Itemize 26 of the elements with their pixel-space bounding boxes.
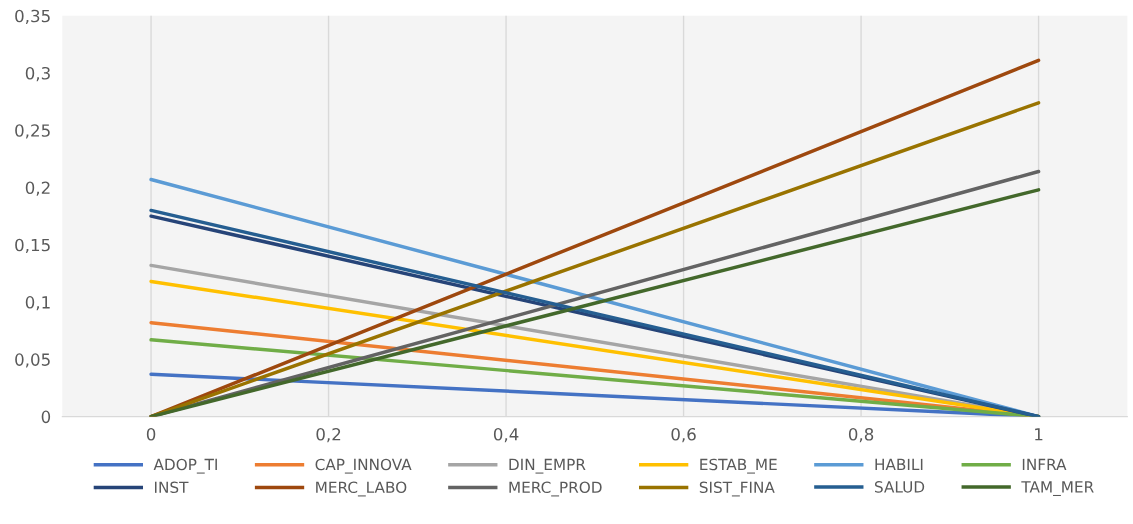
y-tick-label: 0,35 [15,9,50,24]
legend-label: TAM_MER [1021,481,1094,497]
legend-label: SALUD [874,481,925,493]
legend-label: ADOP_TI [153,458,217,474]
y-tick-label: 0 [41,410,51,424]
legend-label: DIN_EMPR [509,458,586,474]
x-tick-label: 0,2 [316,427,341,443]
legend-label: SIST_FINA [699,481,775,497]
y-tick-label: 0,15 [15,238,50,254]
legend-label: INFRA [1022,458,1067,470]
y-tick-label: 0,25 [15,124,50,139]
legend-label: INST [154,481,189,494]
legend-label: HABILI [875,458,923,470]
legend-label: MERC_PROD [509,481,602,497]
y-tick-label: 0,3 [25,66,50,82]
legend-label: MERC_LABO [316,481,407,497]
legend-label: CAP_INNOVA [315,458,412,474]
y-tick-label: 0,2 [25,181,50,196]
x-tick-label: 0,4 [493,427,519,443]
legend-label: ESTAB_ME [700,458,777,474]
y-tick-label: 0,1 [25,296,50,311]
y-tick-label: 0,05 [15,353,50,368]
x-tick-label: 0,6 [671,427,696,443]
x-tick-label: 0,8 [848,427,874,443]
x-tick-label: 0 [146,427,156,441]
x-tick-label: 1 [1035,428,1043,441]
